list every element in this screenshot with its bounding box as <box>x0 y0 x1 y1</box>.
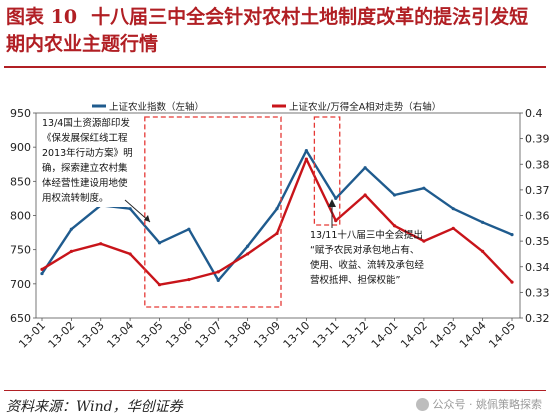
annotation-right-line: 13/11十八届三中全会提出 <box>310 229 423 241</box>
y-right-tick-label: 0.34 <box>525 261 550 274</box>
series-0-point <box>510 233 514 237</box>
annotation-left-line: 《保发展保红线工程 <box>42 132 128 144</box>
series-0-point <box>187 227 191 231</box>
highlight-box-nov <box>313 116 341 226</box>
series-1-point <box>246 252 250 256</box>
series-1-point <box>99 242 103 246</box>
x-tick-label: 13-07 <box>193 319 225 351</box>
series-1-point <box>510 280 514 284</box>
annotation-right-line: 营权抵押、担保权能” <box>310 274 401 286</box>
y-left-tick-label: 750 <box>10 244 31 257</box>
x-tick-label: 13-09 <box>251 319 283 351</box>
y-left-tick-label: 700 <box>10 278 31 291</box>
series-0-point <box>481 220 485 224</box>
annotation-left-line: 13/4国土资源部印发 <box>42 117 130 129</box>
highlight-box-apr-sep <box>144 116 282 308</box>
x-tick-label: 13-02 <box>46 319 78 351</box>
annotation-left-arrowhead <box>144 215 150 222</box>
series-0-point <box>392 193 397 197</box>
series-1-point <box>304 157 308 161</box>
series-0-point <box>451 207 455 211</box>
x-tick-label: 13-05 <box>134 319 166 351</box>
annotation-left-line: 2013年行动方案》明 <box>42 147 133 159</box>
series-1-point <box>40 267 44 271</box>
x-tick-label: 13-03 <box>75 319 107 351</box>
annotation-right-line: “赋予农民对承包地占有、 <box>310 244 419 256</box>
y-left-tick-label: 850 <box>10 175 31 188</box>
x-tick-label: 13-04 <box>104 319 136 351</box>
x-tick-label: 13-11 <box>310 319 342 351</box>
series-1-point <box>451 226 455 230</box>
series-0-point <box>246 244 250 248</box>
annotation-left-line: 确，探索建立农村集 <box>42 162 128 174</box>
source-note: 资料来源：Wind，华创证券 <box>6 399 183 415</box>
y-right-tick-label: 0.32 <box>525 312 550 325</box>
y-right-tick-label: 0.38 <box>525 158 550 171</box>
series-0-point <box>157 241 162 245</box>
wechat-icon <box>415 397 429 411</box>
series-1-point <box>363 193 367 197</box>
annotation-left-bg <box>40 115 138 207</box>
annotation-left-line: 体经营性建设用地使 <box>42 177 128 189</box>
series-0-point <box>422 186 426 190</box>
x-tick-label: 13-08 <box>222 319 254 351</box>
x-tick-label: 14-04 <box>457 319 489 351</box>
series-1-point <box>275 231 279 236</box>
y-left-tick-label: 900 <box>10 141 31 154</box>
series-1-point <box>187 277 191 282</box>
x-tick-label: 14-03 <box>428 319 460 351</box>
series-0-point <box>40 271 44 276</box>
figure-label: 图表 10 <box>6 6 78 28</box>
legend-label-0: 上证农业指数（左轴） <box>109 101 204 113</box>
x-tick-label: 14-05 <box>486 319 518 351</box>
watermark: 公众号 · 姚佩策略探索 <box>415 396 543 412</box>
series-0-point <box>69 227 73 231</box>
x-tick-label: 14-02 <box>398 319 430 351</box>
figure-title: 图表 10 十八届三中全会针对农村土地制度改革的提法引发短期内农业主题行情 <box>6 4 546 58</box>
series-1-point <box>157 283 162 287</box>
legend-label-1: 上证农业/万得全A相对走势（右轴） <box>289 101 441 113</box>
y-right-tick-label: 0.35 <box>525 235 550 248</box>
series-0-point <box>128 207 132 211</box>
figure-title-text: 十八届三中全会针对农村土地制度改革的提法引发短期内农业主题行情 <box>6 6 529 55</box>
series-1-point <box>392 224 397 228</box>
series-0-point <box>363 166 367 170</box>
annotation-right-line: 使用、收益、流转及承包经 <box>310 259 425 271</box>
annotation-right-arrowhead <box>328 199 336 207</box>
series-1-point <box>216 270 220 274</box>
series-0-point <box>304 148 308 153</box>
source-divider <box>4 390 546 391</box>
y-right-tick-label: 0.4 <box>525 107 543 120</box>
title-divider <box>4 66 546 68</box>
series-1-point <box>128 252 132 256</box>
series-0-point <box>275 207 279 211</box>
series-1-point <box>334 219 338 223</box>
series-1-point <box>422 239 426 243</box>
series-1-point <box>69 249 73 253</box>
x-tick-label: 14-01 <box>369 319 401 351</box>
x-tick-label: 13-12 <box>339 319 371 351</box>
watermark-text: 公众号 · 姚佩策略探索 <box>432 398 543 411</box>
chart: 650 700 750 800 850 900 950 0.32 0.33 0.34 0.35 0.3… <box>10 101 550 351</box>
y-right-tick-label: 0.37 <box>525 184 550 197</box>
y-left-tick-label: 950 <box>10 107 31 120</box>
x-tick-label: 13-06 <box>163 319 195 351</box>
series-1-point <box>481 249 485 253</box>
series-0-point <box>334 196 338 201</box>
y-right-tick-label: 0.39 <box>525 133 550 146</box>
series-0-point <box>216 278 220 283</box>
y-left-tick-label: 650 <box>10 312 31 325</box>
x-tick-label: 13-10 <box>281 319 313 351</box>
annotation-left-line: 用权流转制度。 <box>42 192 109 204</box>
y-right-tick-label: 0.36 <box>525 210 550 223</box>
y-left-tick-label: 800 <box>10 210 31 223</box>
y-right-tick-label: 0.33 <box>525 286 550 299</box>
